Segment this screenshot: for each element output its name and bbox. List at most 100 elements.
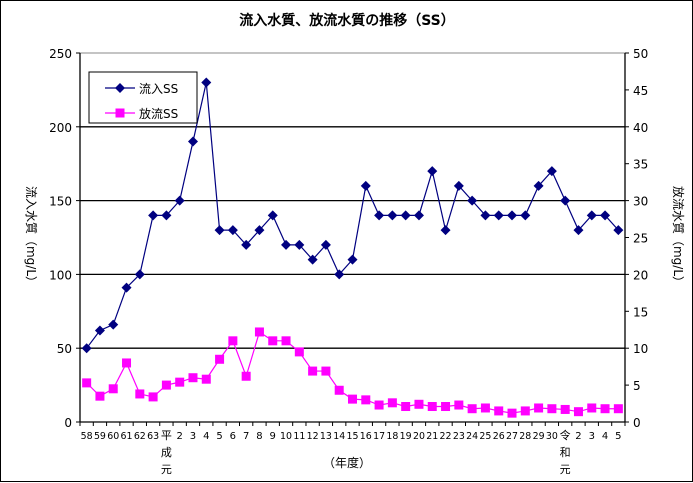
data-point-diamond xyxy=(453,180,464,191)
data-point-diamond xyxy=(320,239,331,250)
data-point-square xyxy=(268,336,278,346)
data-point-square xyxy=(95,391,105,401)
data-point-square xyxy=(201,374,211,384)
data-point-square xyxy=(348,394,357,404)
left-tick-label: 200 xyxy=(49,121,72,135)
right-tick-label: 40 xyxy=(633,121,648,135)
data-point-square xyxy=(587,403,597,413)
x-tick-label: 60 xyxy=(107,431,119,442)
data-point-square xyxy=(241,371,251,381)
data-point-diamond xyxy=(161,210,172,221)
right-tick-label: 10 xyxy=(633,342,648,356)
x-tick-label: 12 xyxy=(307,431,319,442)
data-point-square xyxy=(534,403,544,413)
data-point-square xyxy=(441,402,451,412)
data-point-diamond xyxy=(480,210,491,221)
data-point-diamond xyxy=(281,239,292,250)
x-tick-label: 15 xyxy=(347,431,359,442)
x-tick-label: 8 xyxy=(256,431,262,442)
data-point-diamond xyxy=(347,254,358,265)
right-tick-label: 20 xyxy=(633,268,648,282)
x-tick-label: 5 xyxy=(216,431,222,442)
right-tick-label: 15 xyxy=(633,305,648,319)
x-tick-label: 63 xyxy=(147,431,159,442)
x-tick-label: 20 xyxy=(413,431,425,442)
data-point-square xyxy=(175,377,185,387)
data-point-diamond xyxy=(94,325,105,336)
x-tick-label: 28 xyxy=(519,431,531,442)
x-tick-label: 18 xyxy=(386,431,398,442)
x-tick-label: 62 xyxy=(134,431,146,442)
x-tick-label: 3 xyxy=(589,431,595,442)
data-point-square xyxy=(547,404,557,414)
x-tick-label: 29 xyxy=(533,431,545,442)
data-point-square xyxy=(188,373,198,383)
right-tick-label: 35 xyxy=(633,158,648,172)
x-tick-label: 11 xyxy=(293,431,305,442)
data-point-square xyxy=(254,327,264,337)
data-point-diamond xyxy=(440,225,451,236)
data-point-diamond xyxy=(467,195,478,206)
data-point-diamond xyxy=(400,210,411,221)
x-tick-label: 6 xyxy=(230,431,236,442)
x-tick-label: 元 xyxy=(560,463,571,476)
data-point-square xyxy=(161,380,171,390)
data-point-diamond xyxy=(560,195,571,206)
left-tick-label: 150 xyxy=(49,195,72,209)
data-point-square xyxy=(401,402,411,412)
x-tick-label: 16 xyxy=(360,431,372,442)
x-tick-label: 22 xyxy=(440,431,452,442)
x-tick-label: 10 xyxy=(280,431,292,442)
data-point-square xyxy=(480,403,490,413)
data-point-square xyxy=(148,392,158,402)
x-tick-label: 61 xyxy=(121,431,133,442)
data-point-square xyxy=(308,366,318,376)
x-tick-label: 25 xyxy=(479,431,491,442)
data-point-square xyxy=(135,389,145,399)
data-point-diamond xyxy=(134,269,145,280)
data-point-diamond xyxy=(374,210,385,221)
data-point-square xyxy=(600,404,610,414)
data-point-diamond xyxy=(387,210,398,221)
right-tick-label: 25 xyxy=(633,232,648,246)
data-point-diamond xyxy=(121,282,132,293)
x-tick-label: 令 xyxy=(560,428,571,442)
x-tick-label: 平 xyxy=(161,429,172,442)
chart-title: 流入水質、放流水質の推移（SS） xyxy=(239,12,455,29)
x-tick-label: 58 xyxy=(81,431,93,442)
right-tick-label: 30 xyxy=(633,195,648,209)
data-point-diamond xyxy=(613,225,624,236)
x-axis-label: （年度） xyxy=(323,455,371,470)
data-point-diamond xyxy=(586,210,597,221)
data-point-diamond xyxy=(600,210,611,221)
left-axis-label: 流入水質（mg/L） xyxy=(24,186,39,288)
right-tick-label: 5 xyxy=(633,379,641,393)
data-point-diamond xyxy=(546,166,557,177)
data-point-diamond xyxy=(533,180,544,191)
x-tick-label: 21 xyxy=(426,431,438,442)
data-point-square xyxy=(467,404,477,414)
x-tick-label: 59 xyxy=(94,431,106,442)
data-point-square xyxy=(560,404,570,414)
x-tick-label: 30 xyxy=(546,431,558,442)
x-tick-label: 13 xyxy=(320,431,332,442)
right-tick-label: 0 xyxy=(633,416,641,430)
data-point-square xyxy=(387,398,397,408)
data-point-diamond xyxy=(81,343,92,354)
data-point-diamond xyxy=(493,210,504,221)
data-point-diamond xyxy=(174,195,185,206)
x-tick-label: 14 xyxy=(333,431,345,442)
x-tick-label: 2 xyxy=(177,431,183,442)
data-point-diamond xyxy=(294,239,305,250)
data-point-diamond xyxy=(241,239,252,250)
data-point-diamond xyxy=(187,136,198,147)
data-point-diamond xyxy=(307,254,318,265)
data-point-diamond xyxy=(507,210,518,221)
data-point-square xyxy=(108,384,118,394)
data-point-diamond xyxy=(201,77,212,88)
legend-square-icon xyxy=(115,108,125,118)
x-tick-label: 和 xyxy=(560,446,571,459)
x-tick-label: 2 xyxy=(575,431,581,442)
